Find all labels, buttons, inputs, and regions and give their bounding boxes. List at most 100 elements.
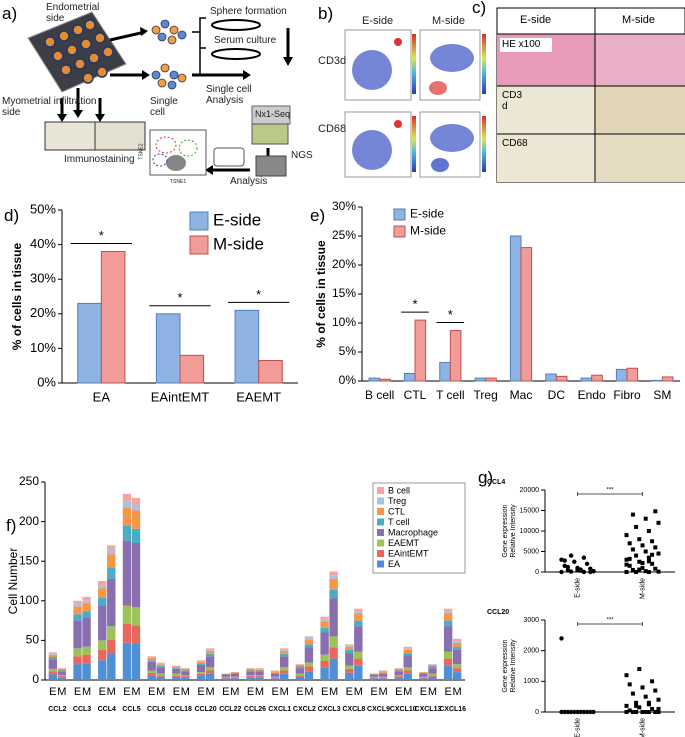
bar-segment bbox=[403, 653, 412, 656]
point bbox=[646, 555, 651, 560]
x-tick-label: M-side bbox=[639, 578, 646, 599]
point bbox=[591, 709, 596, 715]
bar-segment bbox=[452, 638, 462, 642]
x-tick-label: CXCL9 bbox=[367, 706, 390, 713]
bar-segment bbox=[131, 542, 141, 608]
bar bbox=[485, 377, 497, 382]
point bbox=[627, 708, 632, 713]
y-tick-label: 15% bbox=[332, 286, 356, 300]
point bbox=[643, 516, 648, 521]
bar-segment bbox=[394, 671, 403, 676]
legend-label: EAintEMT bbox=[388, 548, 429, 558]
bar-segment bbox=[172, 675, 181, 677]
bar-segment bbox=[354, 626, 363, 652]
point bbox=[656, 551, 661, 556]
x-tick-label: E-side bbox=[574, 578, 581, 598]
bar-segment bbox=[345, 672, 354, 680]
bar-segment bbox=[246, 670, 255, 672]
bar-label: E bbox=[296, 686, 303, 698]
bar-segment bbox=[428, 668, 437, 674]
bar-segment bbox=[280, 670, 289, 674]
point bbox=[634, 703, 639, 708]
point bbox=[653, 509, 658, 514]
point bbox=[656, 569, 661, 574]
dish bbox=[211, 48, 261, 60]
y-axis-label: Relative Intensity bbox=[510, 639, 517, 693]
cell-cloud bbox=[431, 158, 449, 172]
bar-segment bbox=[255, 677, 264, 680]
bar-segment bbox=[320, 660, 329, 668]
bar-segment bbox=[131, 528, 141, 543]
bar-segment bbox=[255, 670, 264, 672]
bar-segment bbox=[221, 677, 230, 679]
bar-segment bbox=[403, 655, 412, 668]
bar-segment bbox=[147, 675, 156, 680]
x-tick-label: Endo bbox=[578, 388, 606, 402]
bar-segment bbox=[295, 675, 305, 677]
bar-segment bbox=[122, 605, 132, 624]
stain-image bbox=[94, 121, 146, 151]
bar-segment bbox=[271, 677, 280, 679]
point bbox=[627, 541, 632, 546]
bar-segment bbox=[147, 670, 156, 673]
point bbox=[640, 560, 645, 565]
bar-segment bbox=[443, 620, 453, 627]
bar-segment bbox=[443, 613, 453, 621]
significance-label: * bbox=[448, 307, 453, 322]
legend-label: CTL bbox=[388, 506, 405, 516]
bar-segment bbox=[304, 647, 314, 663]
bar-segment bbox=[271, 671, 280, 673]
bar-segment bbox=[428, 666, 437, 669]
bar bbox=[591, 374, 603, 382]
bar-segment bbox=[221, 678, 230, 680]
point bbox=[578, 709, 583, 715]
histology-image bbox=[595, 86, 685, 134]
bar bbox=[100, 251, 126, 384]
x-tick-label: Mac bbox=[510, 388, 533, 402]
bar-label: M bbox=[57, 686, 66, 698]
bar-segment bbox=[131, 607, 141, 626]
point bbox=[640, 710, 645, 714]
bar-segment bbox=[107, 567, 116, 579]
bar-segment bbox=[320, 621, 329, 628]
bar-segment bbox=[295, 668, 305, 674]
point bbox=[559, 636, 564, 641]
colorbar bbox=[482, 116, 486, 172]
bar-segment bbox=[354, 620, 363, 627]
x-tick-label: CCL3 bbox=[73, 706, 91, 713]
bar-segment bbox=[394, 676, 403, 678]
legend-swatch bbox=[393, 208, 406, 221]
bar-segment bbox=[320, 654, 329, 661]
bar-segment bbox=[57, 670, 67, 672]
bar-segment bbox=[172, 668, 181, 674]
x-tick-label: CXCL8 bbox=[342, 706, 365, 713]
bar-segment bbox=[230, 673, 239, 677]
bar-segment bbox=[304, 636, 314, 639]
y-axis-label: % of cells in tissue bbox=[314, 240, 328, 348]
chart-title: CCL4 bbox=[487, 479, 505, 486]
bar-segment bbox=[172, 676, 181, 680]
bar-segment bbox=[295, 673, 305, 676]
bar-segment bbox=[419, 677, 428, 679]
significance-label: * bbox=[256, 287, 261, 302]
cell-cloud bbox=[394, 120, 402, 128]
y-tick-label: 30% bbox=[332, 199, 356, 213]
point bbox=[624, 570, 629, 574]
x-tick-label: CCL20 bbox=[194, 706, 216, 713]
y-axis-label: % of cells in tissue bbox=[10, 242, 24, 350]
point bbox=[646, 559, 651, 564]
x-tick-label: SM bbox=[653, 388, 671, 402]
bar-segment bbox=[196, 672, 206, 674]
x-tick-label: Treg bbox=[474, 388, 498, 402]
bar-label: M bbox=[206, 686, 215, 698]
bar-segment bbox=[320, 627, 329, 633]
bar-segment bbox=[295, 676, 305, 680]
bar-segment bbox=[378, 677, 388, 679]
significance-label: * bbox=[99, 228, 104, 243]
bar-segment bbox=[452, 649, 462, 665]
legend-label: M-side bbox=[213, 234, 264, 253]
x-tick-label: CCL4 bbox=[98, 706, 116, 713]
point bbox=[627, 556, 632, 561]
y-tick-label: 10000 bbox=[520, 528, 540, 535]
bar bbox=[626, 367, 639, 382]
